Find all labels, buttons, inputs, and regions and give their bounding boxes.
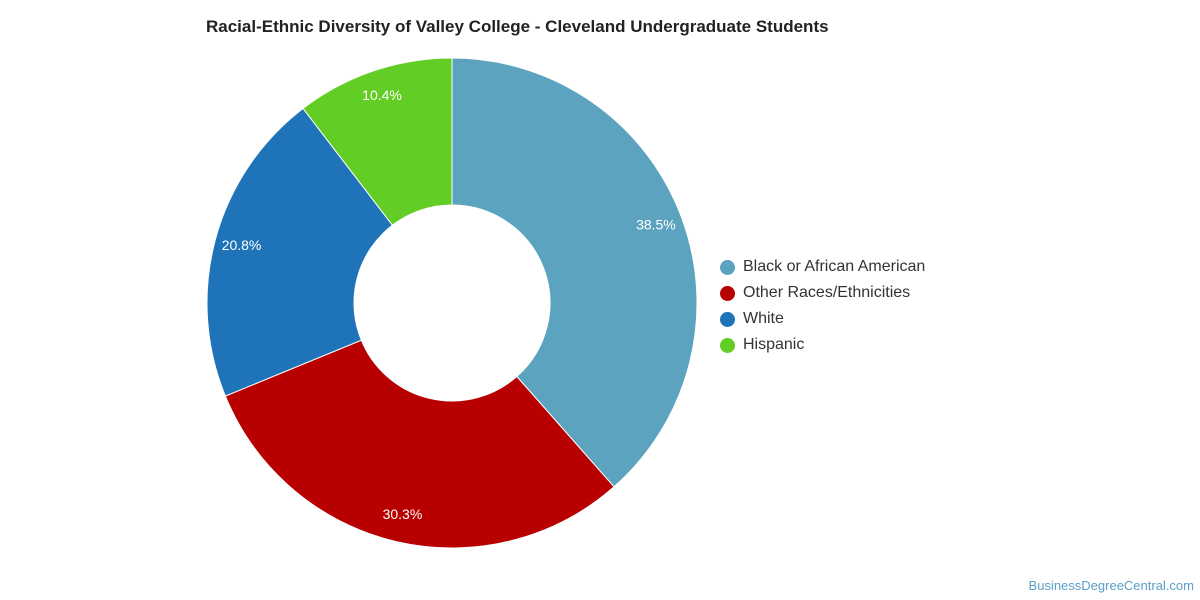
legend-label: Other Races/Ethnicities [743, 284, 911, 301]
chart-title: Racial-Ethnic Diversity of Valley Colleg… [206, 17, 829, 36]
legend-item-other-races-ethnicities[interactable]: Other Races/Ethnicities [720, 280, 925, 306]
legend-swatch-black-or-african-american [720, 259, 735, 275]
watermark-link[interactable]: BusinessDegreeCentral.com [1028, 578, 1194, 593]
legend-swatch-white [720, 311, 735, 327]
slice-value-label: 30.3% [383, 506, 423, 522]
legend-label: White [743, 310, 784, 327]
legend-label: Hispanic [743, 336, 805, 353]
legend-item-black-or-african-american[interactable]: Black or African American [720, 254, 925, 280]
legend-label: Black or African American [743, 258, 926, 275]
slice-value-label: 10.4% [362, 87, 402, 103]
legend-swatch-hispanic [720, 337, 735, 353]
donut-slice-white[interactable] [206, 107, 394, 397]
legend-swatch-other-races-ethnicities [720, 285, 735, 301]
legend: Black or African American Other Races/Et… [720, 254, 925, 358]
legend-item-hispanic[interactable]: Hispanic [720, 332, 925, 358]
slice-value-label: 20.8% [222, 237, 262, 253]
slice-value-label: 38.5% [636, 217, 676, 233]
legend-item-white[interactable]: White [720, 306, 925, 332]
donut-slice-hispanic[interactable] [302, 57, 453, 226]
donut-slice-black-or-african-american[interactable] [451, 57, 698, 488]
donut-slice-other-races-ethnicities[interactable] [224, 339, 615, 549]
